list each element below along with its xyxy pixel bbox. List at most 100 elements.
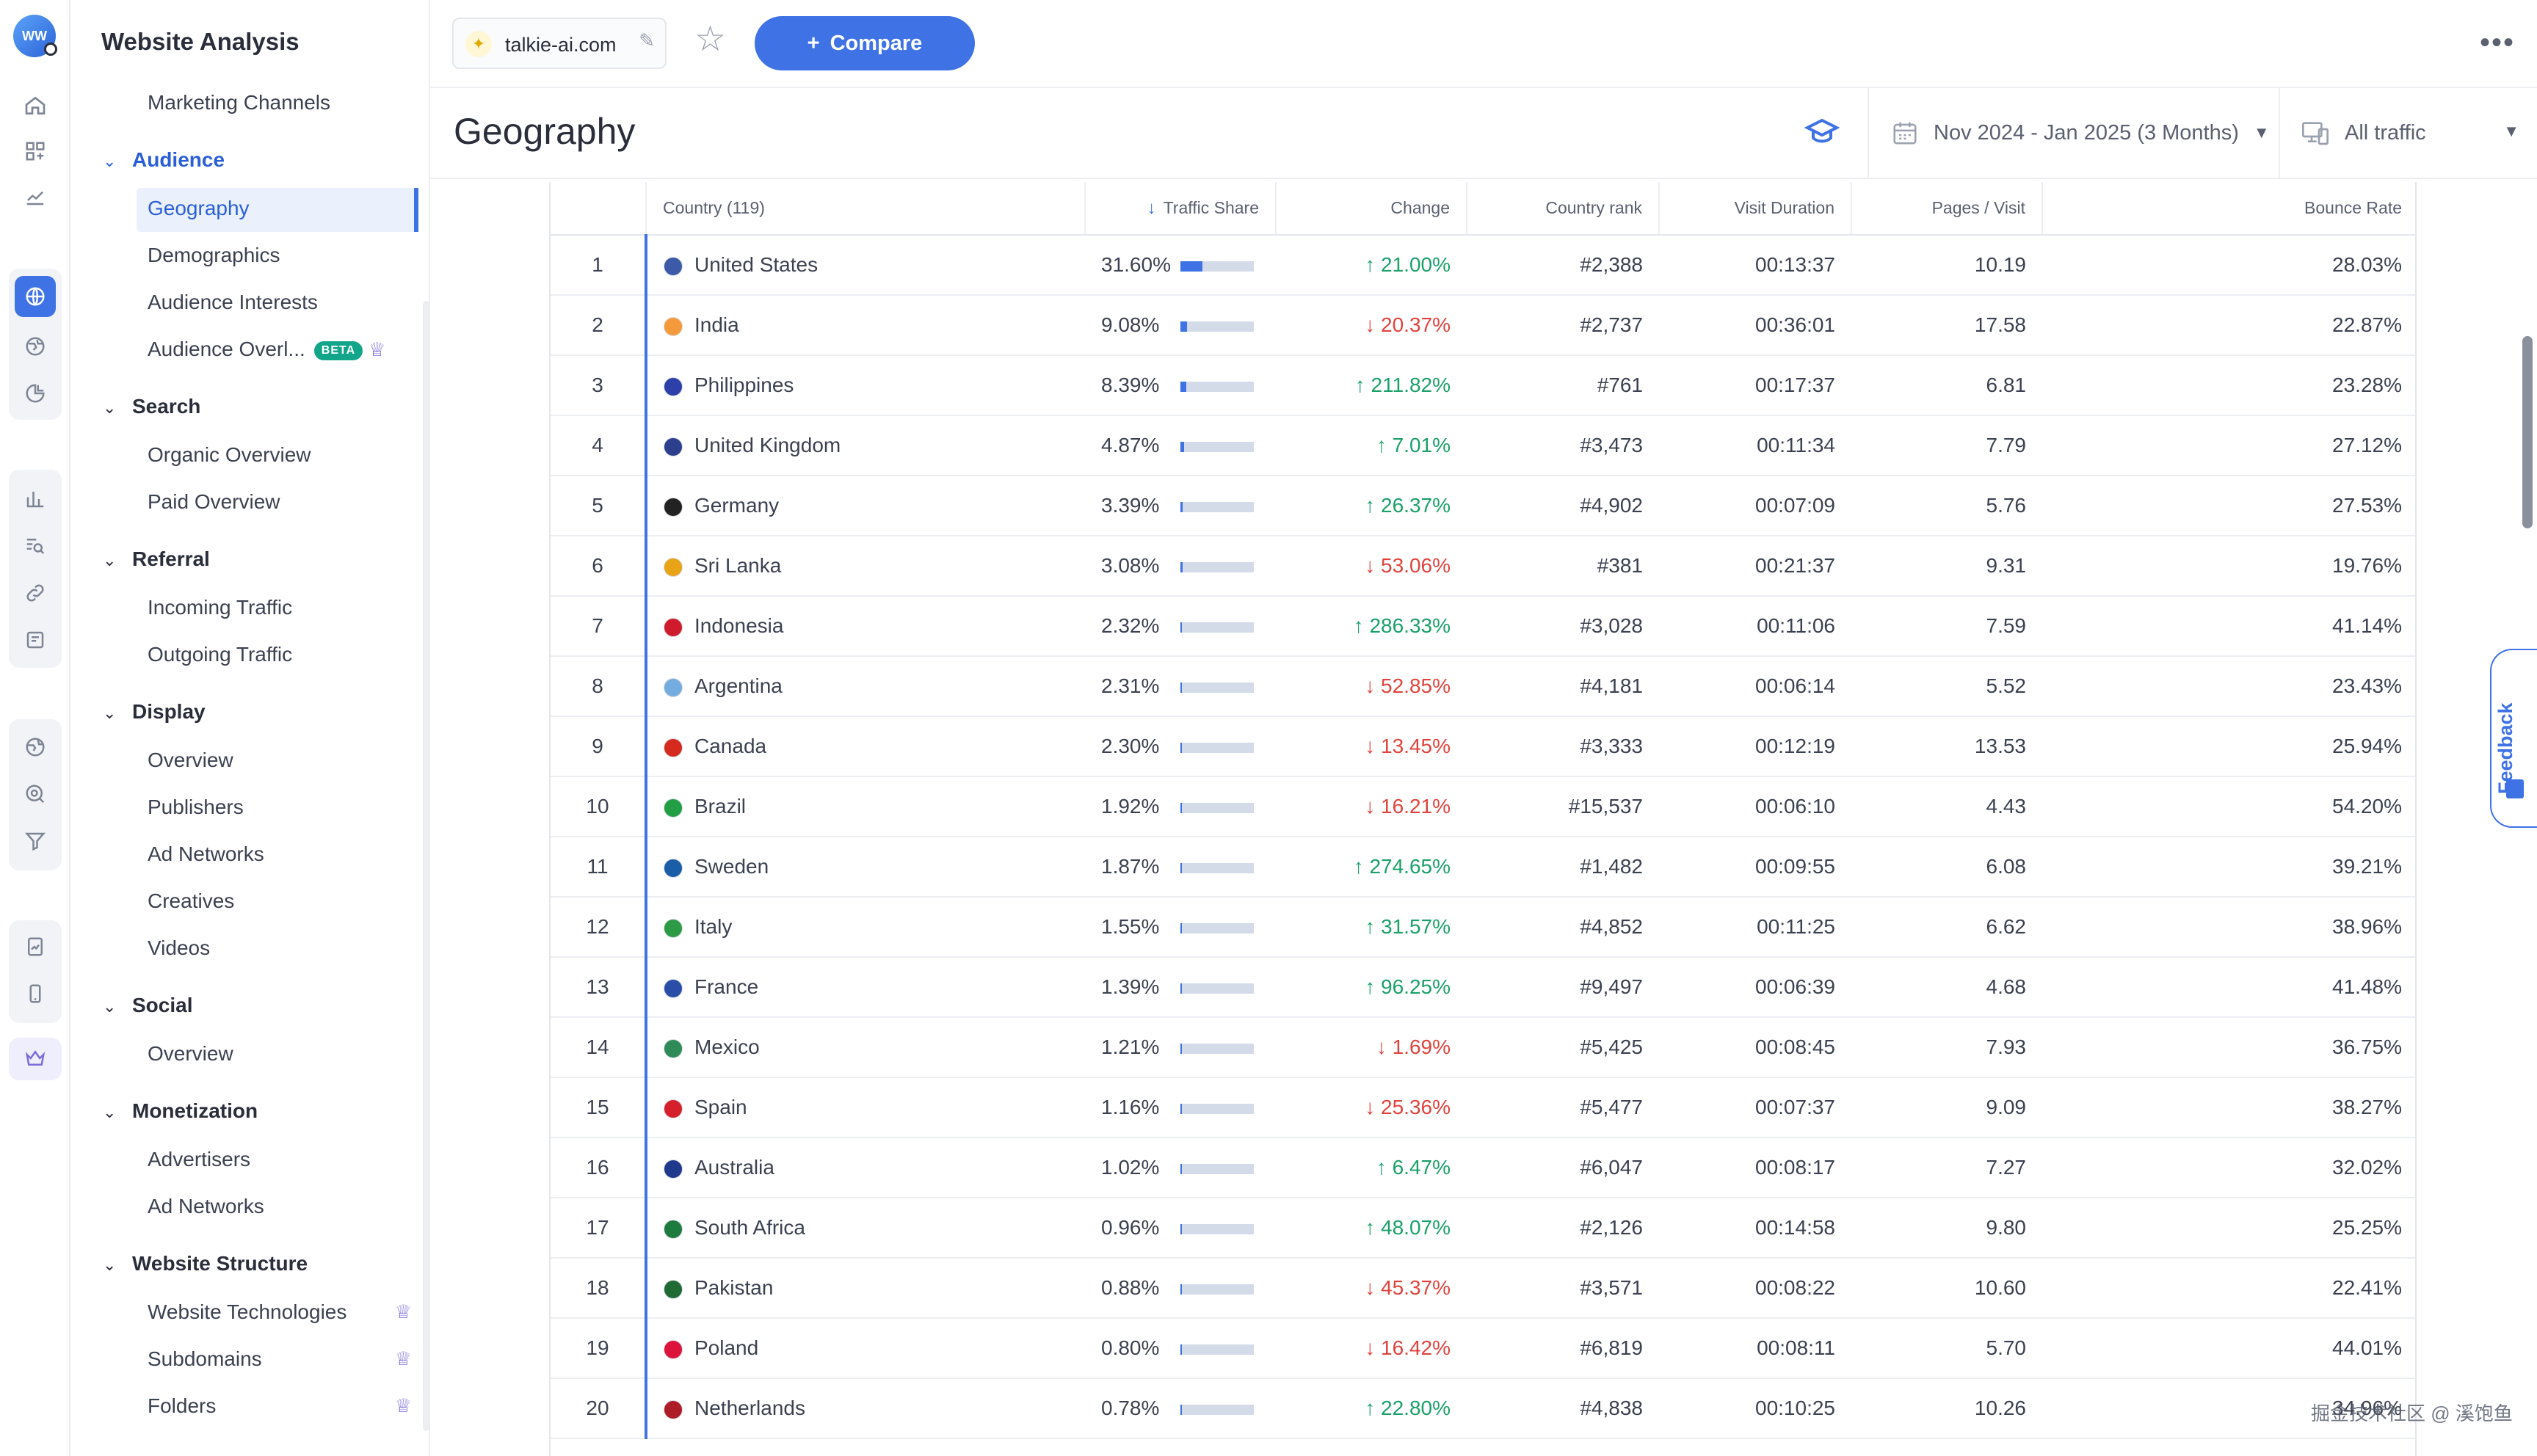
compare-button[interactable]: + Compare: [755, 16, 975, 70]
country-cell[interactable]: Canada: [645, 716, 1085, 777]
country-cell[interactable]: Germany: [645, 476, 1085, 536]
country-cell[interactable]: Mexico: [645, 1017, 1085, 1078]
traffic-filter-dropdown[interactable]: All traffic ▼: [2279, 88, 2537, 178]
bar-chart-icon[interactable]: [15, 478, 56, 520]
table-row[interactable]: 19 Poland 0.80% ↓ 16.42% #6,819 00:08:11 5.70 4…: [551, 1318, 2415, 1379]
sidebar-item-marketing-channels[interactable]: Marketing Channels: [148, 91, 331, 114]
sidebar-item-publishers[interactable]: Publishers: [148, 796, 244, 818]
sidebar-item-ad-networks[interactable]: Ad Networks: [148, 842, 264, 865]
sidebar-section-referral[interactable]: ⌄ Referral: [103, 547, 210, 570]
column-header-traffic-share[interactable]: ↓ Traffic Share: [1085, 182, 1277, 236]
country-cell[interactable]: India: [645, 295, 1085, 356]
date-range-picker[interactable]: Nov 2024 - Jan 2025 (3 Months) ▼: [1868, 88, 2279, 178]
country-cell[interactable]: Sri Lanka: [645, 536, 1085, 597]
sidebar-item-display-overview[interactable]: Overview: [148, 749, 233, 771]
country-cell[interactable]: Italy: [645, 897, 1085, 958]
table-row[interactable]: 14 Mexico 1.21% ↓ 1.69% #5,425 00:08:45 7.93 36…: [551, 1017, 2415, 1078]
table-row[interactable]: 5 Germany 3.39% ↑ 26.37% #4,902 00:07:09 5.76 2…: [551, 476, 2415, 536]
country-cell[interactable]: Poland: [645, 1318, 1085, 1379]
report-icon[interactable]: [15, 926, 56, 967]
feedback-tab[interactable]: Feedback: [2490, 649, 2537, 828]
sidebar-item-organic-overview[interactable]: Organic Overview: [148, 443, 311, 466]
column-header-change[interactable]: Change: [1276, 182, 1467, 236]
table-row[interactable]: 2 India 9.08% ↓ 20.37% #2,737 00:36:01 17.58 22…: [551, 295, 2415, 356]
country-cell[interactable]: Argentina: [645, 656, 1085, 717]
table-row[interactable]: 3 Philippines 8.39% ↑ 211.82% #761 00:17:37 6.…: [551, 355, 2415, 416]
country-cell[interactable]: France: [645, 957, 1085, 1018]
trending-icon[interactable]: [15, 176, 56, 217]
sidebar-section-audience[interactable]: ⌄ Audience: [103, 148, 225, 171]
country-cell[interactable]: Australia: [645, 1138, 1085, 1198]
filter-icon[interactable]: [15, 820, 56, 862]
display-globe-icon[interactable]: [15, 727, 56, 768]
sidebar-section-search[interactable]: ⌄ Search: [103, 395, 201, 418]
keyword-research-icon[interactable]: [15, 525, 56, 567]
table-row[interactable]: 9 Canada 2.30% ↓ 13.45% #3,333 00:12:19 13.53 2…: [551, 716, 2415, 777]
sidebar-item-advertisers[interactable]: Advertisers: [148, 1148, 251, 1171]
mobile-icon[interactable]: [15, 973, 56, 1014]
table-row[interactable]: 11 Sweden 1.87% ↑ 274.65% #1,482 00:09:55 6.08…: [551, 837, 2415, 898]
table-row[interactable]: 18 Pakistan 0.88% ↓ 45.37% #3,571 00:08:22 10.…: [551, 1258, 2415, 1319]
sidebar-item-audience-interests[interactable]: Audience Interests: [148, 291, 318, 313]
sidebar-item-audience-overlap[interactable]: Audience Overl... BETA ♕: [148, 338, 386, 360]
sidebar-item-outgoing-traffic[interactable]: Outgoing Traffic: [148, 643, 293, 666]
country-cell[interactable]: Pakistan: [645, 1258, 1085, 1319]
notes-icon[interactable]: [15, 619, 56, 660]
country-cell[interactable]: Sweden: [645, 837, 1085, 898]
sidebar-item-social-overview[interactable]: Overview: [148, 1042, 233, 1065]
site-selector[interactable]: ✦ talkie-ai.com ✎: [452, 18, 667, 69]
country-cell[interactable]: South Africa: [645, 1198, 1085, 1259]
table-row[interactable]: 7 Indonesia 2.32% ↑ 286.33% #3,028 00:11:06 7.…: [551, 596, 2415, 657]
table-row[interactable]: 6 Sri Lanka 3.08% ↓ 53.06% #381 00:21:37 9.31 1…: [551, 536, 2415, 597]
table-row[interactable]: 1 United States 31.60% ↑ 21.00% #2,388 00:13:…: [551, 235, 2415, 296]
table-row[interactable]: 16 Australia 1.02% ↑ 6.47% #6,047 00:08:17 7.2…: [551, 1138, 2415, 1198]
crown-icon[interactable]: [15, 1038, 56, 1079]
sidebar-scrollbar[interactable]: [423, 301, 430, 1431]
sidebar-item-creatives[interactable]: Creatives: [148, 889, 235, 912]
country-cell[interactable]: United States: [645, 235, 1085, 296]
dashboard-icon[interactable]: [15, 131, 56, 172]
graduation-cap-icon[interactable]: [1804, 114, 1840, 158]
table-row[interactable]: 12 Italy 1.55% ↑ 31.57% #4,852 00:11:25 6.62 38…: [551, 897, 2415, 958]
edit-icon[interactable]: ✎: [639, 29, 655, 51]
sidebar-section-monetization[interactable]: ⌄ Monetization: [103, 1099, 258, 1122]
column-header-visit-duration[interactable]: Visit Duration: [1659, 182, 1852, 236]
sidebar-item-paid-overview[interactable]: Paid Overview: [148, 490, 280, 513]
sidebar-section-website-structure[interactable]: ⌄ Website Structure: [103, 1252, 308, 1275]
country-cell[interactable]: Indonesia: [645, 596, 1085, 657]
pie-chart-icon[interactable]: [15, 373, 56, 414]
column-header-bounce-rate[interactable]: Bounce Rate: [2042, 182, 2415, 236]
table-row[interactable]: 8 Argentina 2.31% ↓ 52.85% #4,181 00:06:14 5.5…: [551, 656, 2415, 717]
country-cell[interactable]: Brazil: [645, 776, 1085, 837]
sidebar-item-monetization-ad-networks[interactable]: Ad Networks: [148, 1195, 264, 1217]
globe-icon[interactable]: [15, 276, 56, 317]
country-cell[interactable]: United Kingdom: [645, 415, 1085, 476]
sidebar-item-website-technologies[interactable]: Website Technologies ♕: [148, 1300, 412, 1323]
sidebar-item-subdomains[interactable]: Subdomains ♕: [148, 1347, 412, 1370]
sidebar-item-geography[interactable]: Geography: [148, 197, 250, 219]
sidebar-item-demographics[interactable]: Demographics: [148, 244, 280, 266]
country-cell[interactable]: Spain: [645, 1077, 1085, 1138]
table-row[interactable]: 15 Spain 1.16% ↓ 25.36% #5,477 00:07:37 9.09 38…: [551, 1077, 2415, 1138]
sidebar-item-videos[interactable]: Videos: [148, 936, 211, 959]
home-icon[interactable]: [15, 85, 56, 126]
table-row[interactable]: 20 Netherlands 0.78% ↑ 22.80% #4,838 00:10:25…: [551, 1378, 2415, 1439]
sidebar-item-incoming-traffic[interactable]: Incoming Traffic: [148, 596, 293, 619]
page-scrollbar[interactable]: [2522, 336, 2533, 528]
more-options-icon[interactable]: •••: [2479, 26, 2515, 59]
column-header-pages-per-visit[interactable]: Pages / Visit: [1851, 182, 2043, 236]
sidebar-section-social[interactable]: ⌄ Social: [103, 994, 193, 1016]
country-cell[interactable]: Netherlands: [645, 1378, 1085, 1439]
column-header-country[interactable]: Country (119): [646, 182, 1086, 236]
star-icon[interactable]: ☆: [694, 20, 727, 59]
audience-icon[interactable]: [15, 326, 56, 367]
column-header-country-rank[interactable]: Country rank: [1467, 182, 1660, 236]
sidebar-section-display[interactable]: ⌄ Display: [103, 700, 206, 723]
search-ads-icon[interactable]: [15, 774, 56, 815]
sidebar-item-folders[interactable]: Folders ♕: [148, 1394, 412, 1417]
table-row[interactable]: 17 South Africa 0.96% ↑ 48.07% #2,126 00:14:5…: [551, 1198, 2415, 1259]
link-icon[interactable]: [15, 572, 56, 614]
table-row[interactable]: 13 France 1.39% ↑ 96.25% #9,497 00:06:39 4.68 4…: [551, 957, 2415, 1018]
country-cell[interactable]: Philippines: [645, 355, 1085, 416]
table-row[interactable]: 4 United Kingdom 4.87% ↑ 7.01% #3,473 00:11:3…: [551, 415, 2415, 476]
